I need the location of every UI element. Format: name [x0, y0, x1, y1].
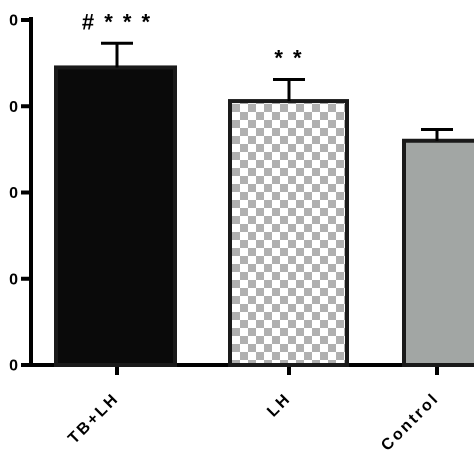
x-tick-label: LH: [264, 390, 295, 421]
y-tick-label: 0: [9, 99, 18, 116]
bar-control: [402, 138, 474, 367]
y-tick-label: 0: [9, 271, 18, 288]
y-tick-label: 0: [9, 185, 18, 202]
x-tick-label: Control: [378, 390, 443, 455]
y-tick-label: 0: [9, 13, 18, 30]
bar-tb-lh: [54, 65, 177, 367]
bar-lh: [228, 99, 349, 367]
bars: [54, 41, 474, 367]
y-tick-label: 0: [9, 358, 18, 375]
significance-label: # * * *: [82, 9, 152, 34]
x-tick-label: TB+LH: [65, 390, 123, 448]
significance-label: * *: [274, 46, 303, 71]
